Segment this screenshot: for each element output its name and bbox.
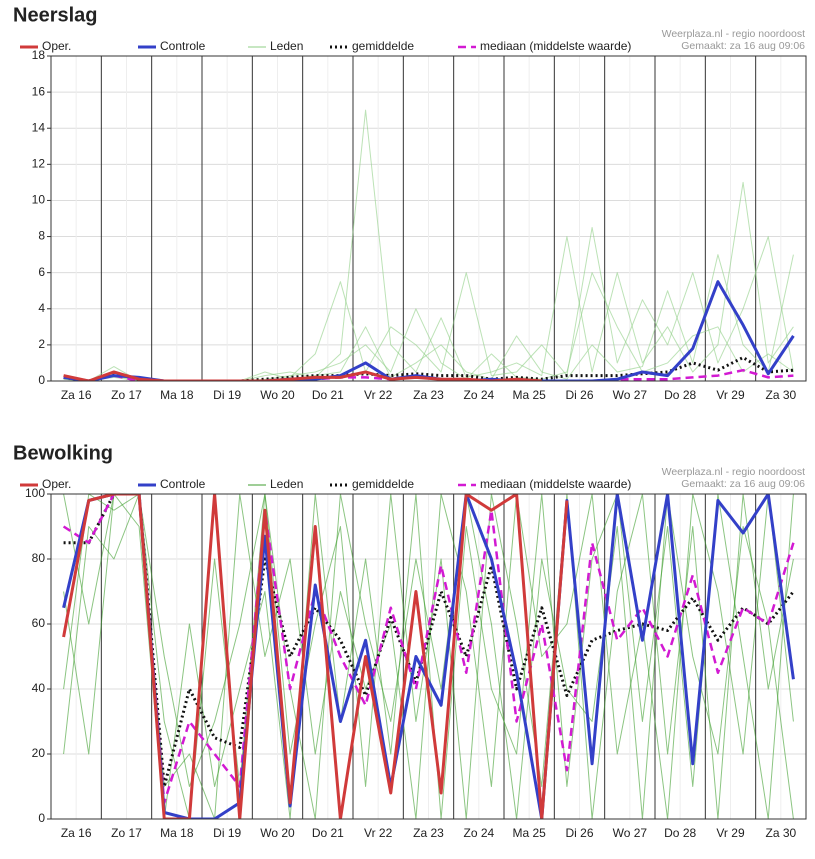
x-tick-label: Wo 27 (613, 826, 648, 840)
x-tick-label: Za 23 (413, 826, 444, 840)
x-tick-label: Vr 22 (364, 388, 393, 402)
x-tick-label: Za 23 (413, 388, 444, 402)
x-tick-label: Za 16 (61, 826, 92, 840)
x-tick-label: Za 30 (765, 388, 796, 402)
legend-label: mediaan (middelste waarde) (480, 39, 631, 53)
credit: Weerplaza.nl - regio noordoost (662, 28, 805, 40)
series-line (62, 494, 795, 804)
x-tick-label: Zo 17 (111, 826, 142, 840)
x-tick-label: Ma 18 (160, 826, 194, 840)
x-tick-label: Do 28 (664, 388, 696, 402)
x-tick-label: Do 21 (312, 388, 344, 402)
y-tick-label: 60 (32, 616, 46, 630)
x-tick-label: Ma 25 (512, 388, 546, 402)
plot-frame (50, 493, 807, 820)
y-tick-label: 14 (32, 120, 46, 134)
x-tick-label: Ma 18 (160, 388, 194, 402)
plot-frame (50, 55, 807, 382)
y-tick-label: 12 (32, 157, 46, 171)
x-tick-label: Di 26 (565, 388, 593, 402)
series-line (63, 370, 542, 381)
y-tick-label: 16 (32, 84, 46, 98)
x-tick-label: Wo 20 (260, 826, 295, 840)
x-tick-label: Zo 24 (463, 388, 494, 402)
x-tick-label: Do 21 (312, 826, 344, 840)
y-tick-label: 40 (32, 681, 46, 695)
legend-label: Controle (160, 39, 206, 53)
legend-label: Oper. (42, 39, 71, 53)
y-tick-label: 4 (38, 301, 45, 315)
legend-label: Controle (160, 477, 206, 491)
x-tick-label: Zo 24 (463, 826, 494, 840)
member-line (63, 494, 794, 819)
y-tick-label: 20 (32, 746, 46, 760)
x-tick-label: Di 26 (565, 826, 593, 840)
created: Gemaakt: za 16 aug 09:06 (681, 478, 805, 490)
legend-label: gemiddelde (352, 477, 414, 491)
x-tick-label: Zo 17 (111, 388, 142, 402)
y-tick-label: 2 (38, 337, 45, 351)
x-tick-label: Vr 29 (716, 388, 745, 402)
y-tick-label: 0 (38, 811, 45, 825)
x-tick-label: Za 16 (61, 388, 92, 402)
x-tick-label: Wo 20 (260, 388, 295, 402)
y-tick-label: 6 (38, 265, 45, 279)
x-tick-label: Vr 29 (716, 826, 745, 840)
chart-title: Neerslag (13, 4, 98, 26)
member-line (63, 494, 794, 819)
y-tick-label: 18 (32, 48, 46, 62)
created: Gemaakt: za 16 aug 09:06 (681, 40, 805, 52)
legend-label: Leden (270, 477, 303, 491)
legend-label: mediaan (middelste waarde) (480, 477, 631, 491)
legend-label: Leden (270, 39, 303, 53)
legend-label: gemiddelde (352, 39, 414, 53)
credit: Weerplaza.nl - regio noordoost (662, 466, 805, 478)
chart-title: Bewolking (13, 442, 113, 464)
x-tick-label: Za 30 (765, 826, 796, 840)
x-tick-label: Vr 22 (364, 826, 393, 840)
chart: Bewolking Weerplaza.nl - regio noordoostG… (13, 442, 807, 840)
y-tick-label: 80 (32, 551, 46, 565)
chart: Neerslag Weerplaza.nl - regio noordoostGe… (13, 4, 807, 402)
legend-label: Oper. (42, 477, 71, 491)
x-tick-label: Di 19 (213, 826, 241, 840)
member-line (63, 227, 794, 381)
y-tick-label: 100 (25, 486, 45, 500)
member-line (63, 272, 794, 381)
x-tick-label: Di 19 (213, 388, 241, 402)
y-tick-label: 8 (38, 229, 45, 243)
x-tick-label: Ma 25 (512, 826, 546, 840)
y-tick-label: 10 (32, 193, 46, 207)
member-line (63, 254, 794, 381)
series-line (62, 494, 569, 819)
x-tick-label: Wo 27 (613, 388, 648, 402)
x-tick-label: Do 28 (664, 826, 696, 840)
y-tick-label: 0 (38, 373, 45, 387)
